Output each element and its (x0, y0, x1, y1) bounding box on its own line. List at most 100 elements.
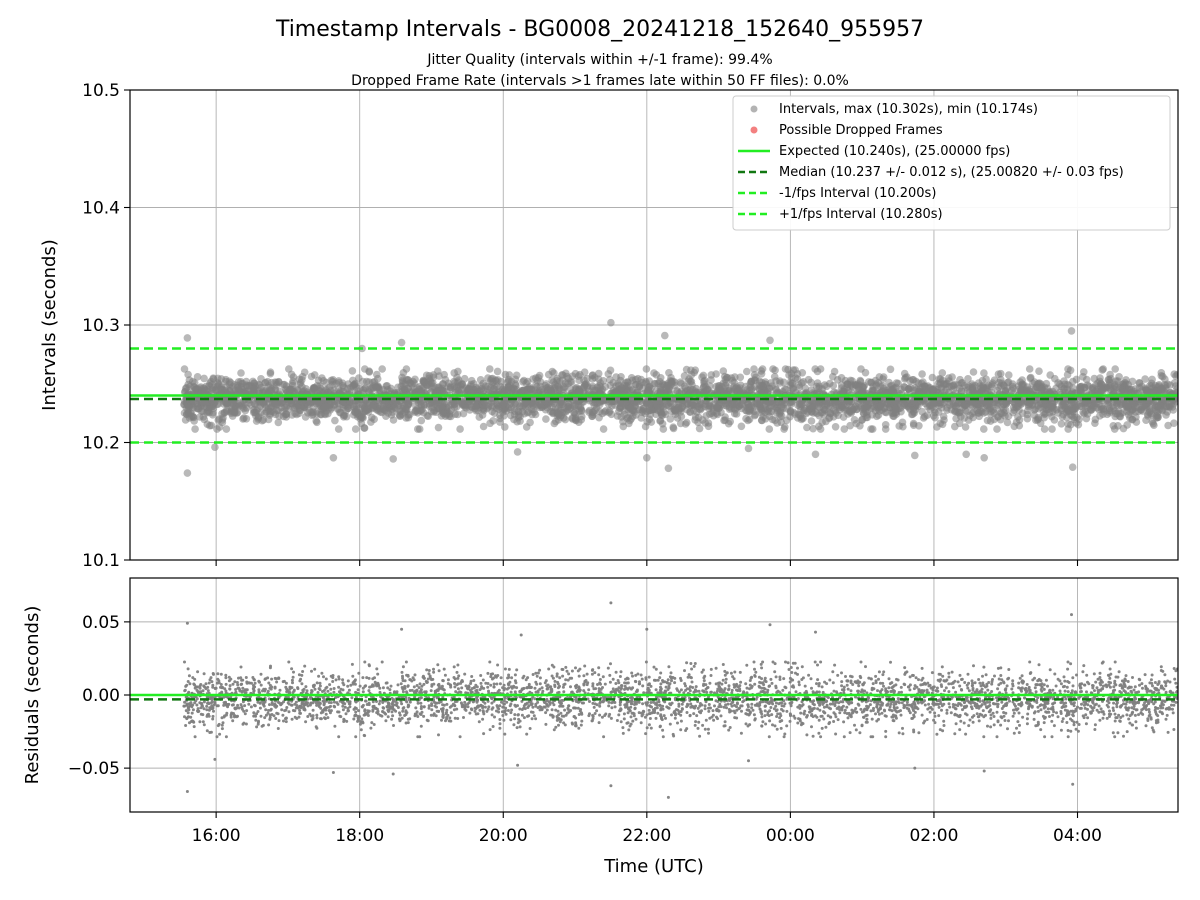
top-data-point (583, 374, 591, 383)
bot-data-point (305, 689, 309, 693)
top-data-point (409, 377, 417, 386)
top-data-point (626, 404, 635, 413)
top-data-point (342, 412, 351, 421)
bot-data-point (954, 703, 957, 707)
bot-data-point (643, 715, 647, 719)
top-data-point (615, 407, 623, 416)
top-data-point (193, 373, 202, 381)
bot-data-point (287, 660, 291, 664)
top-data-point (600, 408, 609, 416)
top-data-point (846, 421, 854, 430)
bot-data-point (389, 684, 393, 688)
top-data-point (867, 425, 875, 433)
top-data-point (561, 415, 570, 424)
bot-data-point (888, 705, 892, 709)
top-data-point (900, 401, 908, 410)
top-data-point (1083, 381, 1092, 390)
bot-data-point (925, 718, 929, 721)
top-data-point (180, 365, 189, 373)
top-data-point (271, 410, 280, 419)
bot-data-point (989, 713, 993, 717)
bot-data-point (577, 713, 581, 716)
top-data-point (1057, 420, 1066, 428)
top-data-point (816, 365, 825, 373)
top-data-point (560, 383, 568, 392)
bot-data-point (1108, 709, 1111, 713)
top-data-point (878, 387, 886, 396)
top-data-point (1123, 421, 1131, 429)
bot-data-point (1051, 688, 1055, 692)
top-data-point (1079, 373, 1087, 381)
top-data-point (381, 407, 390, 415)
bot-data-point (809, 677, 813, 681)
top-data-point (847, 388, 855, 396)
top-data-point (375, 398, 384, 407)
top-data-point (282, 413, 291, 421)
top-data-point (687, 370, 696, 379)
top-data-point (300, 368, 309, 377)
top-data-point (1166, 381, 1174, 389)
top-data-point (757, 386, 766, 394)
bot-data-point (636, 672, 640, 676)
bot-data-point (453, 716, 457, 720)
top-data-point (445, 412, 454, 421)
residuals-panel: −0.050.000.05 16:00 18:00 20:00 22:00 00:00 0… (22, 577, 1179, 877)
bot-data-point (498, 704, 502, 708)
top-data-point (838, 402, 846, 411)
top-data-point (536, 401, 544, 409)
top-data-point (1111, 365, 1119, 373)
top-data-point (961, 423, 970, 431)
top-data-point (583, 381, 592, 390)
top-data-point (815, 411, 823, 420)
bot-data-point (207, 708, 211, 712)
bot-data-point (324, 712, 328, 716)
top-data-point (788, 384, 797, 393)
top-data-point (665, 398, 674, 407)
top-data-point (783, 404, 791, 413)
legend-marker-intervals (750, 105, 758, 113)
top-data-point (207, 421, 216, 430)
top-data-point (208, 411, 217, 419)
bot-data-point (692, 712, 696, 716)
top-data-point (360, 424, 369, 432)
top-data-point (658, 411, 667, 420)
top-data-point (720, 388, 728, 396)
top-data-point (331, 416, 339, 425)
top-data-point (496, 414, 504, 423)
bot-data-point (556, 709, 560, 713)
bot-data-point (464, 684, 468, 688)
top-data-point (516, 412, 524, 421)
top-data-point (768, 415, 777, 424)
top-data-point (951, 407, 959, 415)
top-data-point (672, 403, 681, 412)
top-data-point (1040, 413, 1048, 422)
top-data-point (752, 400, 761, 408)
top-data-point (750, 383, 759, 391)
bot-data-point (592, 705, 596, 709)
top-data-point (404, 413, 413, 422)
top-data-point (743, 367, 751, 376)
top-data-point (214, 379, 222, 387)
bot-data-point (1070, 689, 1074, 693)
top-outlier-point (980, 454, 988, 462)
top-data-point (730, 378, 738, 387)
legend-marker-dropped (750, 126, 758, 134)
bot-data-point (769, 706, 773, 709)
top-data-point (307, 408, 316, 417)
top-data-point (1148, 375, 1156, 384)
bot-data-point (186, 680, 190, 683)
bot-data-point (971, 720, 975, 724)
top-data-point (1162, 411, 1170, 419)
top-data-point (585, 406, 594, 415)
top-data-point (973, 387, 981, 395)
bot-data-point (687, 673, 691, 677)
top-data-point (980, 369, 988, 377)
bot-data-point (327, 709, 331, 712)
top-data-point (761, 400, 769, 409)
top-data-point (511, 375, 520, 384)
top-data-point (241, 387, 249, 396)
top-data-point (804, 375, 813, 384)
top-data-point (373, 374, 382, 383)
top-data-point (1132, 413, 1140, 421)
top-data-point (741, 382, 750, 391)
